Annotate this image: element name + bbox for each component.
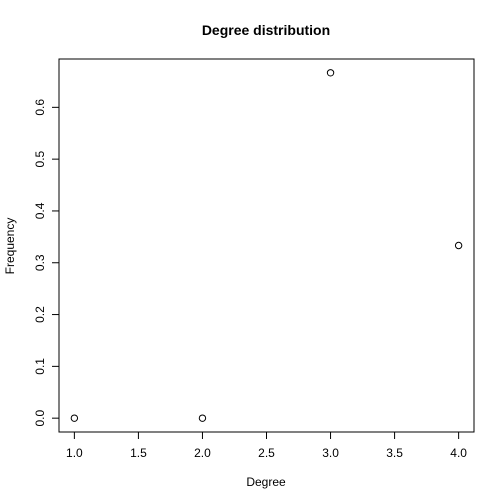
y-tick-label: 0.5 bbox=[33, 150, 47, 167]
y-tick-label: 0.0 bbox=[33, 410, 47, 427]
x-tick-label: 1.5 bbox=[130, 446, 147, 460]
y-axis-label: Frequency bbox=[3, 218, 17, 275]
data-point bbox=[70, 414, 79, 422]
x-tick-label: 4.0 bbox=[450, 446, 467, 460]
data-points bbox=[70, 69, 463, 422]
y-tick-label: 0.6 bbox=[33, 99, 47, 116]
y-tick-label: 0.3 bbox=[33, 254, 47, 271]
x-tick-label: 3.5 bbox=[386, 446, 403, 460]
x-tick-label: 2.5 bbox=[258, 446, 275, 460]
y-tick-label: 0.2 bbox=[33, 306, 47, 323]
x-tick-label: 2.0 bbox=[194, 446, 211, 460]
data-point bbox=[326, 69, 335, 77]
chart-title: Degree distribution bbox=[202, 22, 330, 38]
data-point bbox=[454, 241, 463, 250]
x-tick-label: 3.0 bbox=[322, 446, 339, 460]
plot-frame bbox=[58, 58, 475, 433]
x-axis: 1.0 1.5 2.0 2.5 3.0 3.5 4.0 bbox=[66, 431, 467, 460]
y-tick-label: 0.4 bbox=[33, 202, 47, 219]
data-point bbox=[198, 414, 207, 422]
x-tick-label: 1.0 bbox=[66, 446, 83, 460]
y-axis: 0.0 0.1 0.2 0.3 0.4 0.5 0.6 bbox=[33, 99, 60, 427]
y-tick-label: 0.1 bbox=[33, 358, 47, 375]
x-axis-label: Degree bbox=[246, 475, 286, 489]
